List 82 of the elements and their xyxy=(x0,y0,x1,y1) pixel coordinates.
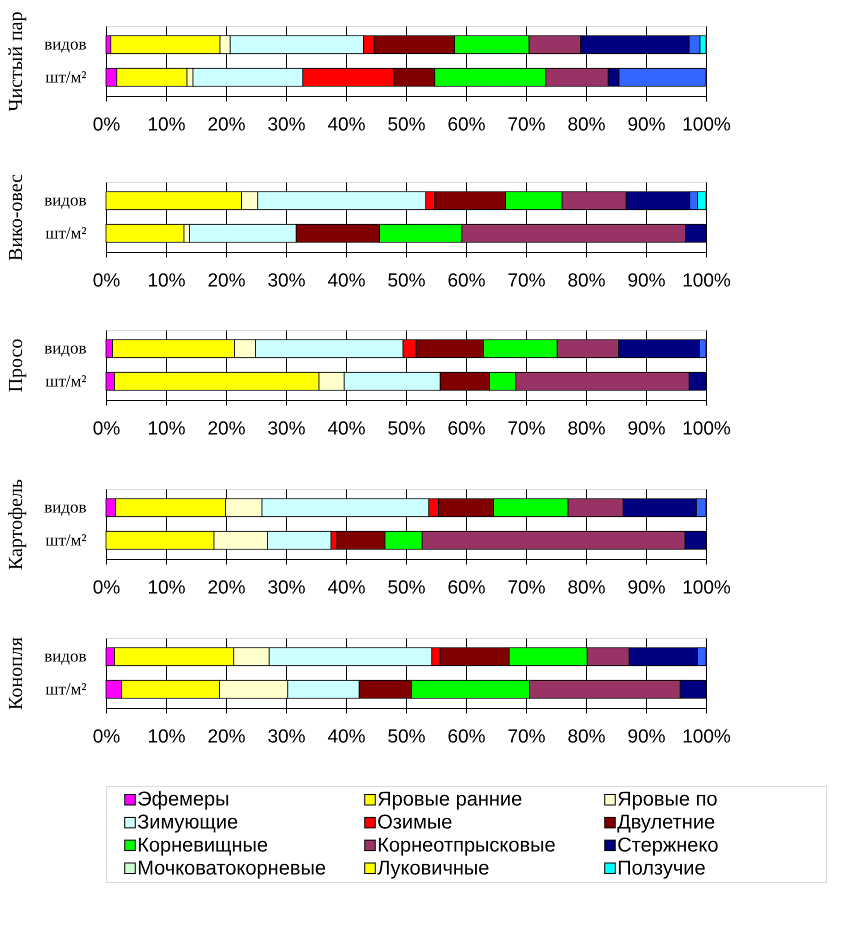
x-tick-label: 10% xyxy=(147,270,186,292)
x-tick-label: 50% xyxy=(387,418,426,440)
x-tick-label: 90% xyxy=(627,726,666,748)
x-tick-label: 50% xyxy=(387,578,426,598)
y-axis-title: Конопля xyxy=(5,637,28,710)
legend-label: Корнеотпрысковые xyxy=(377,834,556,856)
x-tick-label: 0% xyxy=(92,726,120,748)
x-tick-label: 70% xyxy=(507,114,546,136)
x-tick-label: 60% xyxy=(447,726,486,748)
x-tick-label: 100% xyxy=(682,726,731,748)
x-tick-label: 70% xyxy=(507,270,546,292)
x-tick-label: 30% xyxy=(267,418,306,440)
x-tick-label: 30% xyxy=(267,270,306,292)
x-tick-label: 40% xyxy=(327,578,366,598)
x-tick-label: 90% xyxy=(627,418,666,440)
x-tick-label: 20% xyxy=(207,270,246,292)
x-tick-label: 60% xyxy=(447,114,486,136)
x-tick-label: 30% xyxy=(267,578,306,598)
y-tick-label: видов xyxy=(44,34,86,54)
x-tick-label: 100% xyxy=(682,418,731,440)
x-tick-label: 60% xyxy=(447,270,486,292)
x-tick-label: 80% xyxy=(567,114,606,136)
legend-label: Корневищные xyxy=(137,834,268,856)
legend-label: Зимующие xyxy=(137,812,238,834)
y-tick-label: видов xyxy=(44,646,86,666)
y-axis-title: Вико-овес xyxy=(5,174,28,261)
x-tick-label: 40% xyxy=(327,114,366,136)
legend-label: Яровые ранние xyxy=(377,788,522,811)
x-tick-label: 60% xyxy=(447,418,486,440)
legend-label: Луковичные xyxy=(377,857,490,880)
x-tick-label: 10% xyxy=(147,114,186,136)
y-tick-label: шт/м² xyxy=(45,530,86,550)
y-tick-label: шт/м² xyxy=(45,679,86,698)
legend-label: Двулетние xyxy=(617,812,716,834)
y-axis-title: Картофель xyxy=(5,478,28,570)
legend-label: Яровые по xyxy=(617,788,718,811)
x-tick-label: 10% xyxy=(147,726,186,748)
legend-label: Стержнеко xyxy=(617,834,718,856)
x-tick-label: 90% xyxy=(627,578,666,598)
x-tick-label: 50% xyxy=(387,726,426,748)
x-tick-label: 70% xyxy=(507,726,546,748)
x-tick-label: 80% xyxy=(567,726,606,748)
x-tick-label: 20% xyxy=(207,418,246,440)
x-tick-label: 20% xyxy=(207,114,246,136)
x-tick-label: 80% xyxy=(567,578,606,598)
x-tick-label: 70% xyxy=(507,418,546,440)
x-tick-label: 90% xyxy=(627,114,666,136)
x-tick-label: 40% xyxy=(327,726,366,748)
legend-label: Эфемеры xyxy=(137,788,230,811)
legend-label: Озимые xyxy=(377,812,452,834)
x-tick-label: 100% xyxy=(682,578,731,598)
x-tick-label: 30% xyxy=(267,726,306,748)
y-tick-label: видов xyxy=(44,498,86,517)
x-tick-label: 30% xyxy=(267,114,306,136)
x-tick-label: 0% xyxy=(92,418,120,440)
y-axis-title: Просо xyxy=(5,338,28,392)
x-tick-label: 50% xyxy=(387,114,426,136)
x-tick-label: 0% xyxy=(92,270,120,292)
y-axis-title: Чистый пар xyxy=(5,11,28,112)
x-tick-label: 100% xyxy=(682,270,731,292)
x-tick-label: 20% xyxy=(207,578,246,598)
y-tick-label: шт/м² xyxy=(45,223,86,242)
x-tick-label: 50% xyxy=(387,270,426,292)
x-tick-label: 100% xyxy=(682,114,731,136)
x-tick-label: 80% xyxy=(567,418,606,440)
x-tick-label: 40% xyxy=(327,418,366,440)
x-tick-label: 0% xyxy=(92,114,120,136)
x-tick-label: 70% xyxy=(507,578,546,598)
x-tick-label: 20% xyxy=(207,726,246,748)
x-tick-label: 0% xyxy=(92,578,120,598)
x-tick-label: 40% xyxy=(327,270,366,292)
legend-label: Мочковатокорневые xyxy=(137,857,326,880)
x-tick-label: 60% xyxy=(447,578,486,598)
x-tick-label: 10% xyxy=(147,418,186,440)
x-tick-label: 80% xyxy=(567,270,606,292)
y-tick-label: видов xyxy=(44,190,86,210)
y-tick-label: шт/м² xyxy=(45,67,86,86)
x-tick-label: 10% xyxy=(147,578,186,598)
legend-label: Ползучие xyxy=(617,857,706,880)
y-tick-label: шт/м² xyxy=(45,371,86,390)
y-tick-label: видов xyxy=(44,338,86,358)
x-tick-label: 90% xyxy=(627,270,666,292)
